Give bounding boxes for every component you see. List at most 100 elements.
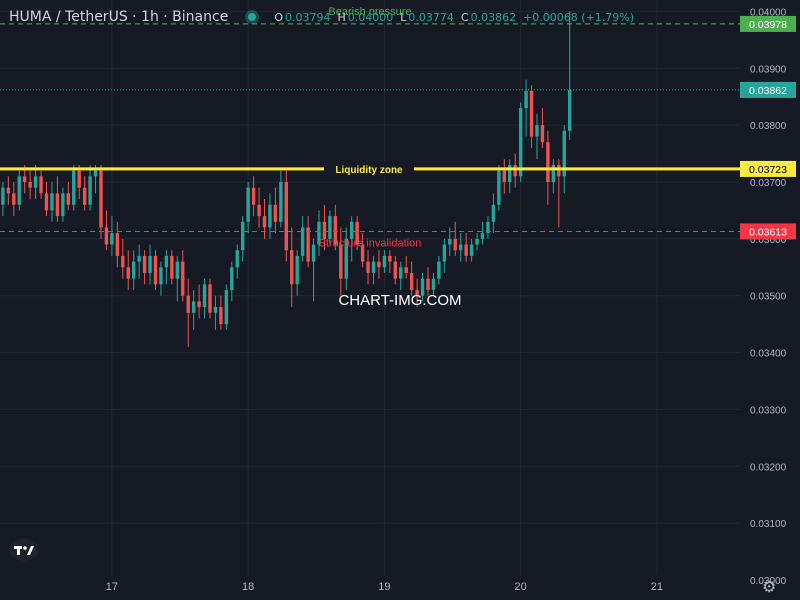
candle[interactable]: [219, 295, 223, 330]
candle[interactable]: [311, 238, 316, 302]
candle[interactable]: [159, 261, 163, 296]
candle[interactable]: [551, 159, 556, 194]
candle[interactable]: [77, 164, 81, 200]
candle[interactable]: [257, 187, 261, 228]
candle[interactable]: [1, 182, 5, 217]
candle[interactable]: [333, 204, 338, 251]
candle[interactable]: [415, 278, 419, 308]
tradingview-logo-icon[interactable]: [9, 539, 39, 561]
candle[interactable]: [355, 216, 359, 251]
candle[interactable]: [191, 290, 196, 330]
candle[interactable]: [382, 250, 387, 273]
candle[interactable]: [268, 193, 272, 239]
candle[interactable]: [132, 250, 136, 291]
candle[interactable]: [175, 255, 179, 302]
candle[interactable]: [17, 170, 21, 211]
time-axis[interactable]: 17 18 19 20 21: [0, 575, 740, 600]
candle[interactable]: [453, 221, 457, 256]
candle[interactable]: [464, 233, 468, 262]
candle[interactable]: [557, 159, 561, 228]
candle[interactable]: [295, 250, 299, 296]
candle[interactable]: [50, 182, 54, 222]
candle[interactable]: [502, 159, 506, 194]
candle[interactable]: [142, 250, 147, 285]
candle[interactable]: [322, 204, 327, 251]
candle[interactable]: [344, 227, 348, 291]
level-bearish-pressure[interactable]: Bearish pressure: [0, 6, 740, 25]
candle[interactable]: [562, 125, 566, 194]
candle[interactable]: [148, 244, 152, 285]
candle[interactable]: [486, 216, 490, 239]
candle[interactable]: [126, 250, 130, 291]
candle[interactable]: [480, 221, 485, 245]
candle[interactable]: [535, 113, 539, 160]
candle[interactable]: [262, 199, 267, 239]
candle[interactable]: [497, 164, 501, 211]
candle[interactable]: [241, 216, 245, 262]
candle[interactable]: [181, 250, 185, 302]
candle[interactable]: [399, 261, 403, 291]
candle[interactable]: [491, 193, 496, 234]
candle[interactable]: [164, 250, 169, 285]
candle[interactable]: [540, 108, 545, 148]
candle[interactable]: [137, 244, 141, 279]
candle[interactable]: [28, 170, 32, 200]
price-axis[interactable]: 0.04000 0.03900 0.03800 0.03700 0.03600 0.035…: [740, 0, 800, 600]
candle[interactable]: [317, 210, 321, 256]
candle[interactable]: [404, 255, 408, 279]
candle[interactable]: [153, 250, 158, 291]
candle[interactable]: [33, 164, 38, 200]
candle[interactable]: [284, 170, 288, 262]
candle[interactable]: [393, 255, 397, 285]
candle[interactable]: [426, 267, 430, 296]
candle[interactable]: [409, 261, 414, 296]
candle[interactable]: [39, 170, 43, 200]
candle[interactable]: [508, 159, 512, 194]
candle[interactable]: [306, 216, 310, 268]
candle[interactable]: [208, 278, 212, 319]
candle[interactable]: [197, 284, 201, 319]
candle[interactable]: [235, 244, 239, 279]
candle[interactable]: [246, 182, 250, 234]
candle[interactable]: [202, 278, 207, 319]
candle[interactable]: [442, 238, 447, 273]
candle[interactable]: [121, 238, 125, 279]
candle[interactable]: [431, 272, 436, 296]
candle[interactable]: [61, 187, 65, 222]
candle[interactable]: [110, 216, 114, 256]
candle[interactable]: [420, 272, 425, 302]
level-liquidity-zone[interactable]: Liquidity zone: [0, 161, 740, 176]
candle[interactable]: [224, 284, 229, 330]
candle[interactable]: [99, 164, 103, 239]
candle[interactable]: [469, 238, 474, 262]
candle[interactable]: [459, 233, 463, 262]
candle[interactable]: [360, 233, 365, 268]
candle[interactable]: [88, 164, 92, 211]
candle[interactable]: [371, 255, 376, 285]
candle[interactable]: [273, 187, 278, 234]
candle[interactable]: [115, 221, 120, 268]
candlestick-series[interactable]: [0, 11, 572, 347]
candle[interactable]: [251, 176, 256, 217]
candle[interactable]: [72, 164, 76, 211]
candle[interactable]: [339, 227, 343, 296]
candle[interactable]: [437, 255, 441, 285]
candle[interactable]: [230, 261, 234, 302]
candle[interactable]: [366, 250, 370, 285]
candle[interactable]: [104, 210, 109, 251]
candle[interactable]: [290, 227, 294, 308]
candle[interactable]: [388, 250, 392, 273]
candle[interactable]: [44, 182, 49, 217]
candle[interactable]: [568, 11, 572, 140]
candle[interactable]: [475, 233, 479, 251]
gear-icon[interactable]: ⚙: [762, 577, 777, 596]
candle[interactable]: [55, 176, 60, 222]
candle[interactable]: [170, 250, 174, 285]
candle[interactable]: [377, 250, 381, 279]
candle[interactable]: [513, 153, 517, 188]
candle[interactable]: [448, 227, 452, 256]
candle[interactable]: [186, 278, 190, 347]
candle[interactable]: [82, 176, 87, 211]
candle[interactable]: [350, 216, 354, 262]
